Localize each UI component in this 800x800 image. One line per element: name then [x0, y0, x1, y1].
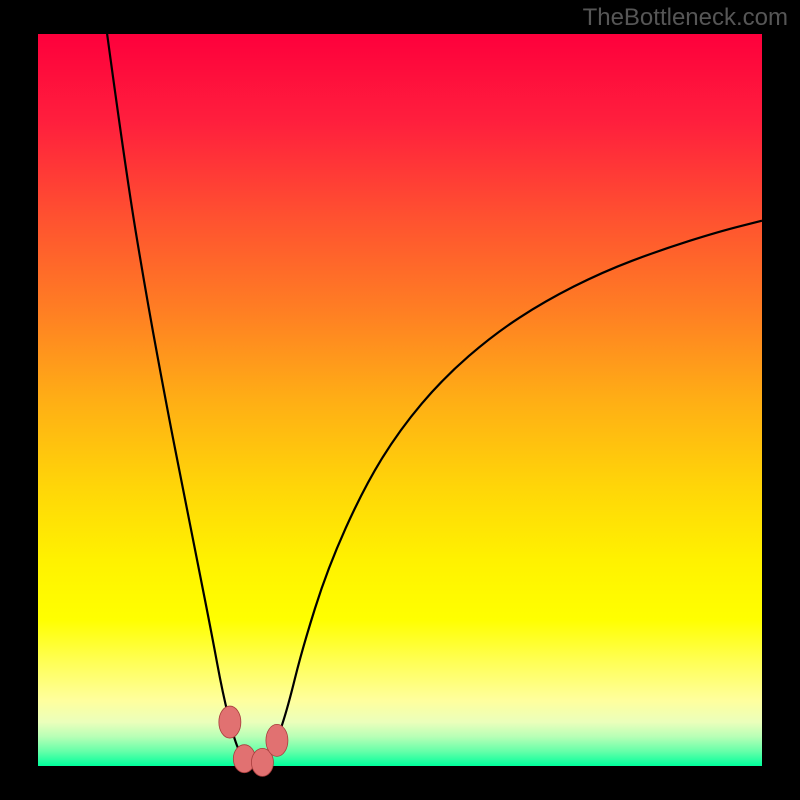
bottleneck-chart — [0, 0, 800, 800]
watermark-text: TheBottleneck.com — [583, 4, 788, 32]
marker-dot-3 — [266, 724, 288, 756]
marker-dot-0 — [219, 706, 241, 738]
chart-container: TheBottleneck.com — [0, 0, 800, 800]
